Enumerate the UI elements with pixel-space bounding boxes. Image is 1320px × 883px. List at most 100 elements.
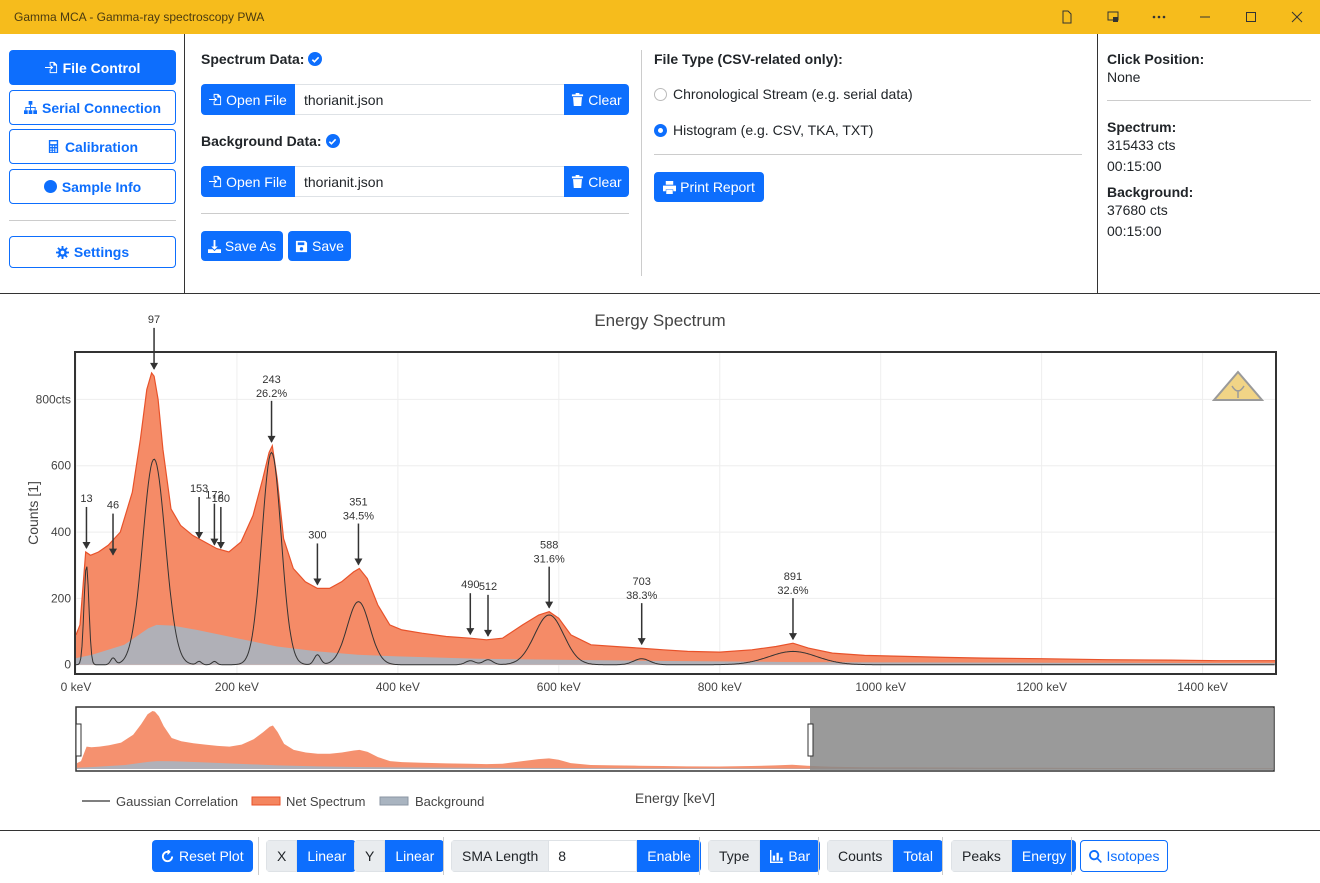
file-divider (201, 213, 629, 214)
net-spectrum-line (75, 371, 1275, 662)
peak-label: 351 (349, 497, 367, 509)
peak-arrowhead (466, 628, 475, 636)
maximize-icon[interactable] (1228, 0, 1274, 34)
peak-label: 153 (190, 483, 208, 495)
close-icon[interactable] (1274, 0, 1320, 34)
peak-label: 490 (461, 579, 479, 591)
x-tick-label: 800 keV (698, 680, 742, 694)
peak-arrowhead (788, 633, 797, 641)
top-panel: File Control Serial Connection Calibrati… (0, 34, 1320, 294)
counts-button[interactable]: Total (893, 840, 943, 872)
spectrum-clear-button[interactable]: Clear (564, 84, 629, 115)
nav-file-control-button[interactable]: File Control (9, 50, 176, 85)
reset-plot-button[interactable]: Reset Plot (152, 840, 253, 872)
file-type-stream-radio[interactable]: Chronological Stream (e.g. serial data) (654, 86, 913, 102)
type-button[interactable]: Bar (760, 840, 821, 872)
background-area (76, 624, 1275, 665)
x-tick-label: 1200 keV (1016, 680, 1067, 694)
click-position-value: None (1107, 69, 1141, 85)
sma-label: SMA Length (451, 840, 550, 872)
search-icon (1088, 849, 1102, 863)
x-tick-label: 1000 keV (855, 680, 906, 694)
calculator-icon (48, 140, 59, 153)
info-icon (43, 180, 57, 193)
x-tick-label: 600 keV (537, 680, 581, 694)
sma-enable-button[interactable]: Enable (637, 840, 701, 872)
spectrum-file-name: thorianit.json (295, 84, 564, 115)
radio-indicator[interactable] (654, 87, 667, 101)
legend-net-spectrum[interactable]: Net Spectrum (286, 794, 365, 809)
nav-settings-button[interactable]: Settings (9, 236, 176, 268)
peak-label: 13 (80, 493, 92, 505)
spectrum-time: 00:15:00 (1107, 158, 1162, 174)
isotopes-button[interactable]: Isotopes (1080, 840, 1168, 872)
minimize-icon[interactable] (1182, 0, 1228, 34)
chart-legend[interactable]: Gaussian Correlation Net Spectrum Backgr… (82, 794, 484, 809)
bar-chart-icon (770, 849, 784, 863)
peak-arrowhead (150, 362, 159, 370)
save-button[interactable]: Save (288, 231, 351, 261)
cast-icon[interactable] (1090, 0, 1136, 34)
peak-arrowhead (354, 558, 363, 566)
trash-icon (572, 175, 584, 188)
legend-gaussian[interactable]: Gaussian Correlation (116, 794, 238, 809)
y-tick-label: 400 (51, 525, 71, 539)
warning-logo (1211, 370, 1265, 401)
net-spectrum-area (76, 372, 1275, 665)
x-axis-label: Energy [keV] (635, 790, 715, 806)
print-report-button[interactable]: Print Report (654, 172, 764, 202)
y-axis-label: Counts [1] (25, 481, 41, 545)
toolbar-divider (1071, 837, 1072, 875)
range-slider[interactable] (75, 706, 1275, 772)
peak-arrowhead (313, 578, 322, 586)
counts-label: Counts (827, 840, 894, 872)
chart-title: Energy Spectrum (594, 311, 725, 330)
check-circle-icon (308, 52, 323, 66)
radio-indicator[interactable] (654, 123, 667, 137)
spectrum-counts: 315433 cts (1107, 137, 1176, 153)
energy-spectrum-chart[interactable]: Energy Spectrum 13 46 97 153 172 180 243 26.2% 3… (0, 294, 1320, 830)
toolbar-divider (443, 837, 444, 875)
background-file-name: thorianit.json (295, 166, 564, 197)
legend-background[interactable]: Background (415, 794, 484, 809)
x-scale-button[interactable]: Linear (297, 840, 357, 872)
download-icon (207, 239, 221, 253)
background-open-file-button[interactable]: Open File (201, 166, 295, 197)
type-label: Type (708, 840, 761, 872)
peak-arrowhead (109, 548, 118, 556)
type-group: Type Bar (708, 840, 821, 872)
nav-sample-info-button[interactable]: Sample Info (9, 169, 176, 204)
peak-percent-label: 31.6% (534, 554, 565, 566)
nav-serial-connection-button[interactable]: Serial Connection (9, 90, 176, 125)
peak-percent-label: 38.3% (626, 590, 657, 602)
sma-length-input[interactable]: 8 (549, 840, 638, 872)
background-data-label: Background Data: (201, 133, 340, 149)
range-handle-right[interactable] (807, 723, 814, 757)
range-handle-left[interactable] (75, 723, 82, 757)
background-info-label: Background: (1107, 184, 1194, 200)
peak-arrowhead (484, 629, 493, 637)
nav-calibration-button[interactable]: Calibration (9, 129, 176, 164)
chart-axes: 0 keV 200 keV 400 keV 600 keV 800 keV 1000 ke… (36, 392, 1228, 694)
background-counts: 37680 cts (1107, 202, 1168, 218)
y-scale-button[interactable]: Linear (385, 840, 445, 872)
more-icon[interactable] (1136, 0, 1182, 34)
document-icon[interactable] (1044, 0, 1090, 34)
spectrum-data-label: Spectrum Data: (201, 51, 323, 67)
peak-percent-label: 26.2% (256, 388, 287, 400)
save-as-button[interactable]: Save As (201, 231, 283, 261)
peaks-button[interactable]: Energy (1011, 840, 1077, 872)
toolbar-divider (942, 837, 943, 875)
refresh-icon (161, 849, 174, 862)
spectrum-open-file-button[interactable]: Open File (201, 84, 295, 115)
panel-divider (641, 50, 642, 276)
peak-label: 180 (212, 493, 230, 505)
file-type-histogram-radio[interactable]: Histogram (e.g. CSV, TKA, TXT) (654, 122, 873, 138)
network-icon (23, 101, 37, 114)
y-tick-label: 0 (64, 658, 71, 672)
background-clear-button[interactable]: Clear (564, 166, 629, 197)
peaks-group: Peaks Energy (951, 840, 1077, 872)
peak-label: 172 (205, 490, 223, 502)
